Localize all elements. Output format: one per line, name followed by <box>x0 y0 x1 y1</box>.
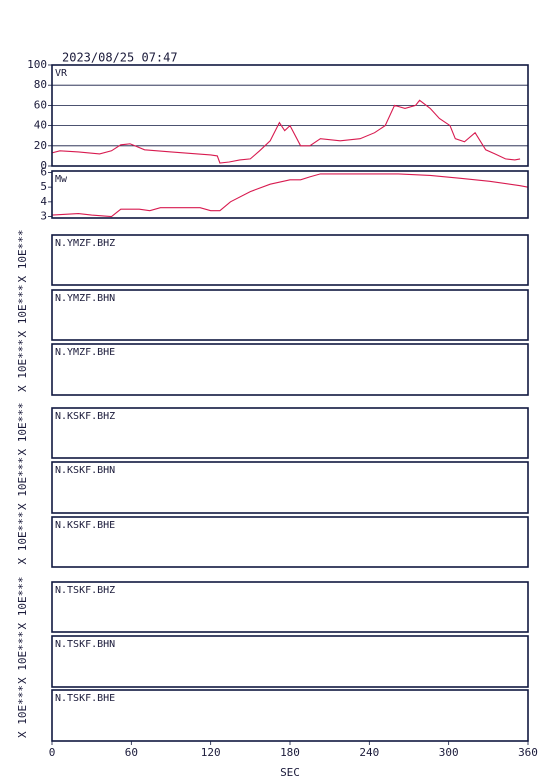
panel-frame <box>51 64 529 167</box>
y-tick-label: 20 <box>34 139 47 152</box>
y-tick-label: 100 <box>27 58 47 71</box>
y-axis-label: X 10E*** <box>16 403 29 456</box>
panel-frame <box>51 289 529 341</box>
y-tick-label: 60 <box>34 98 47 111</box>
x-axis-label: SEC <box>280 766 300 779</box>
panel-label: VR <box>55 68 68 79</box>
y-axis-label: X 10E*** <box>16 230 29 283</box>
panel-label: N.KSKF.BHN <box>55 465 115 476</box>
y-axis-label: X 10E*** <box>16 457 29 510</box>
panel-frame <box>51 581 529 633</box>
y-tick-label: 5 <box>40 180 47 193</box>
y-tick-label: 3 <box>40 210 47 223</box>
data-line <box>51 173 529 218</box>
y-axis-label: X 10E*** <box>16 631 29 684</box>
y-axis-label: X 10E*** <box>16 285 29 338</box>
y-axis-label: X 10E*** <box>16 577 29 630</box>
x-tick-label: 120 <box>201 746 221 759</box>
panel-frame <box>51 461 529 514</box>
x-tick-label: 300 <box>439 746 459 759</box>
panel-label: N.KSKF.BHZ <box>55 411 115 422</box>
panel-frame <box>51 234 529 286</box>
y-axis-label: X 10E*** <box>16 339 29 392</box>
chart-title: 2023/08/25 07:47 <box>62 51 178 65</box>
y-axis-label: X 10E*** <box>16 512 29 565</box>
panel-label: N.KSKF.BHE <box>55 520 115 531</box>
panel-label: N.TSKF.BHZ <box>55 585 115 596</box>
y-tick-label: 0 <box>40 159 47 172</box>
panel-label: N.TSKF.BHE <box>55 693 115 704</box>
panel-frame <box>51 343 529 396</box>
panel-frame <box>51 689 529 742</box>
data-line <box>51 99 521 164</box>
panel-label: N.YMZF.BHE <box>55 347 115 358</box>
y-axis-label: X 10E*** <box>16 685 29 738</box>
y-tick-label: 40 <box>34 119 47 132</box>
panel-label: Mw <box>55 174 68 185</box>
panel-frame <box>51 516 529 568</box>
panel-frame <box>51 635 529 688</box>
y-tick-label: 6 <box>40 165 47 178</box>
y-tick-label: 4 <box>40 195 47 208</box>
y-tick-label: 80 <box>34 78 47 91</box>
x-tick-label: 240 <box>359 746 379 759</box>
panel-label: N.YMZF.BHZ <box>55 238 115 249</box>
panel-frame <box>51 407 529 459</box>
panel-frame <box>51 170 529 219</box>
x-tick-label: 180 <box>280 746 300 759</box>
panel-label: N.YMZF.BHN <box>55 293 115 304</box>
x-tick-label: 0 <box>49 746 56 759</box>
x-tick-label: 360 <box>518 746 538 759</box>
panel-label: N.TSKF.BHN <box>55 639 115 650</box>
x-tick-label: 60 <box>125 746 138 759</box>
